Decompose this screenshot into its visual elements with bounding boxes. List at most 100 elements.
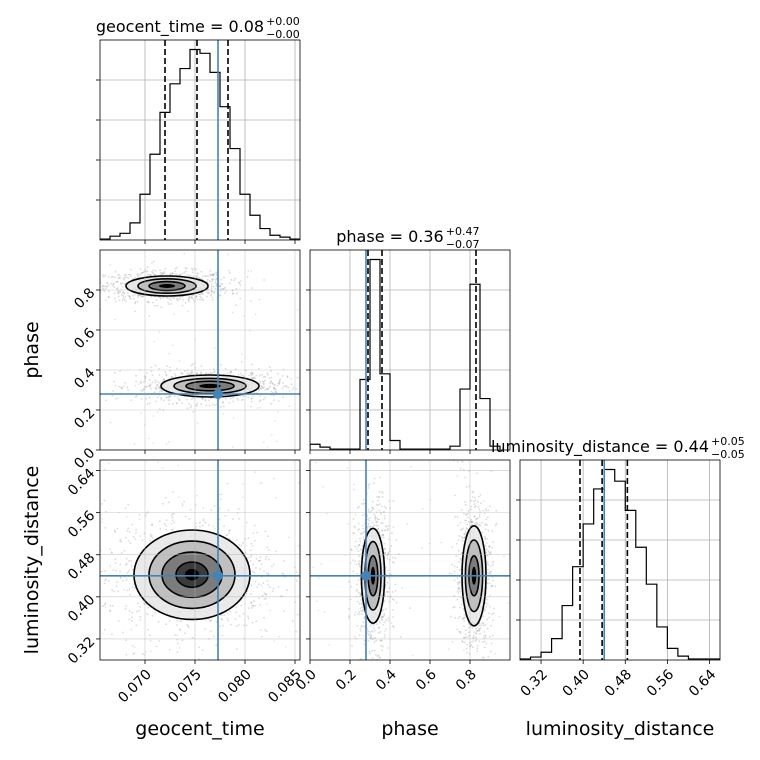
sample-point — [184, 267, 187, 270]
sample-point — [219, 290, 222, 293]
sample-point — [207, 372, 210, 375]
sample-point — [484, 535, 486, 538]
sample-point — [242, 612, 245, 615]
sample-point — [482, 641, 484, 644]
sample-point — [488, 545, 491, 547]
sample-point — [211, 273, 213, 276]
sample-point — [77, 283, 79, 285]
sample-point — [272, 399, 275, 401]
sample-point — [187, 372, 190, 375]
sample-point — [381, 618, 383, 621]
sample-point — [492, 612, 495, 615]
sample-point — [358, 613, 361, 616]
sample-point — [104, 298, 107, 301]
sample-point — [381, 618, 383, 621]
sample-point — [263, 570, 265, 572]
sample-point — [476, 629, 479, 632]
sample-point — [123, 292, 126, 295]
sample-point — [457, 549, 460, 552]
sample-point — [181, 295, 184, 298]
sample-point — [466, 643, 469, 646]
sample-point — [266, 446, 269, 448]
sample-point — [456, 515, 459, 518]
sample-point — [250, 397, 253, 400]
sample-point — [121, 285, 124, 288]
sample-point — [361, 606, 363, 609]
sample-point — [188, 402, 191, 405]
sample-point — [130, 565, 133, 567]
sample-point — [213, 404, 216, 407]
sample-point — [93, 578, 95, 580]
sample-point — [263, 386, 266, 388]
sample-point — [460, 509, 463, 511]
sample-point — [479, 669, 481, 671]
sample-point — [196, 298, 199, 301]
sample-point — [303, 594, 305, 596]
sample-point — [276, 384, 279, 387]
sample-point — [486, 537, 489, 540]
sample-point — [350, 585, 353, 588]
sample-point — [245, 521, 248, 524]
sample-point — [380, 616, 383, 619]
sample-point — [373, 477, 376, 480]
axes-frame — [99, 249, 301, 451]
sample-point — [159, 296, 162, 299]
sample-point — [134, 302, 137, 305]
sample-point — [360, 658, 363, 660]
sample-point — [384, 529, 387, 532]
sample-point — [270, 390, 273, 393]
sample-point — [487, 563, 490, 566]
sample-point — [155, 400, 157, 403]
sample-point — [298, 481, 300, 484]
sample-point — [466, 636, 469, 639]
sample-point — [362, 621, 365, 624]
sample-point — [109, 610, 112, 612]
sample-point — [482, 656, 485, 659]
title-sup: +0.00 — [266, 15, 300, 28]
sample-point — [271, 590, 274, 593]
sample-point — [470, 505, 473, 508]
sample-point — [381, 529, 383, 532]
sample-point — [168, 366, 171, 369]
sample-point — [488, 582, 491, 585]
x-tick-label: 0.56 — [644, 667, 677, 700]
sample-point — [128, 296, 131, 298]
sample-point — [495, 509, 498, 512]
sample-point — [168, 352, 171, 355]
sample-point — [186, 369, 189, 372]
sample-point — [213, 370, 216, 373]
sample-point — [468, 623, 470, 626]
sample-point — [351, 559, 354, 562]
sample-point — [215, 271, 218, 274]
sample-point — [260, 482, 262, 485]
sample-point — [78, 278, 80, 280]
sample-point — [366, 632, 369, 635]
sample-point — [174, 270, 177, 273]
sample-point — [282, 396, 285, 399]
sample-point — [212, 525, 215, 527]
sample-point — [205, 372, 208, 374]
sample-point — [376, 520, 378, 523]
sample-point — [457, 524, 459, 527]
sample-point — [149, 383, 152, 386]
sample-point — [472, 636, 475, 639]
sample-point — [127, 292, 129, 294]
sample-point — [377, 632, 380, 634]
sample-point — [456, 577, 459, 580]
sample-point — [455, 555, 458, 558]
sample-point — [401, 587, 404, 589]
sample-point — [485, 509, 488, 512]
sample-point — [358, 543, 361, 546]
sample-point — [196, 272, 199, 275]
sample-point — [221, 634, 224, 637]
sample-point — [484, 508, 487, 510]
sample-point — [198, 646, 201, 649]
sample-point — [156, 304, 159, 307]
sample-point — [146, 385, 148, 388]
sample-point — [278, 635, 280, 638]
sample-point — [127, 527, 130, 530]
sample-point — [241, 398, 244, 401]
sample-point — [247, 607, 250, 610]
sample-point — [384, 547, 386, 550]
sample-point — [381, 534, 383, 537]
